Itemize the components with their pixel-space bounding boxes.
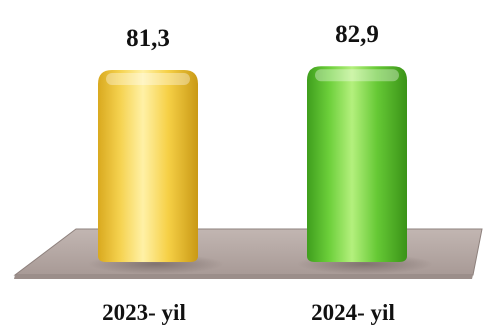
value-label-1: 81,3 [126, 25, 170, 52]
category-label-1: 2023- yil [102, 300, 186, 325]
bar-cap-1 [106, 73, 190, 85]
chart-floor-edge [14, 275, 473, 279]
value-label-2: 82,9 [335, 21, 379, 48]
chart-labels: 81,3 2023- yil 82,9 2024- yil [102, 21, 395, 325]
category-label-2: 2024- yil [311, 300, 395, 325]
bar-1 [98, 70, 198, 262]
chart-marks [88, 66, 433, 274]
bar-2 [307, 66, 407, 262]
bar-cap-2 [315, 69, 399, 82]
